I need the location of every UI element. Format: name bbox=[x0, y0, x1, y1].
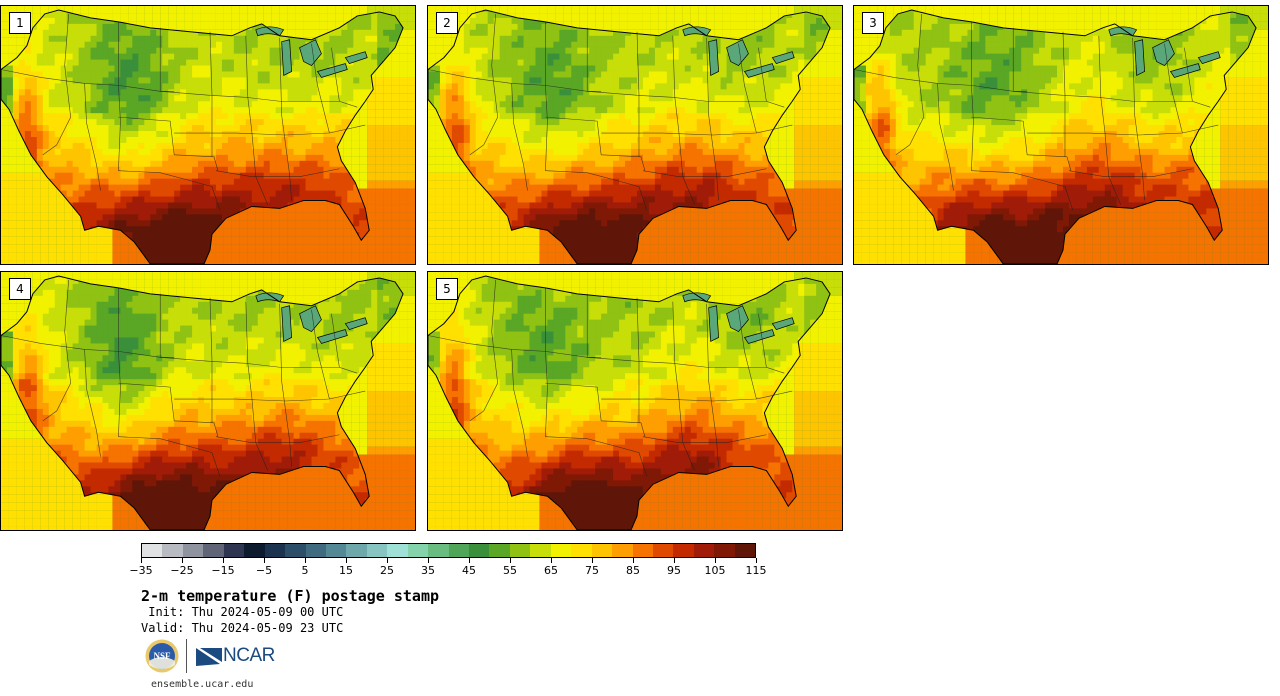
nsf-logo-text: NSF bbox=[153, 651, 171, 661]
colorbar-tick: 25 bbox=[380, 558, 394, 577]
colorbar-tick: 65 bbox=[544, 558, 558, 577]
colorbar-tick-label: 5 bbox=[302, 564, 309, 577]
temperature-field-map bbox=[854, 6, 1268, 264]
colorbar-tick-label: 75 bbox=[585, 564, 599, 577]
colorbar-tick-label: 35 bbox=[421, 564, 435, 577]
colorbar-tick: −25 bbox=[170, 558, 194, 577]
colorbar-segment bbox=[469, 544, 490, 557]
colorbar-tick: −15 bbox=[211, 558, 235, 577]
init-time: Init: Thu 2024-05-09 00 UTC bbox=[141, 605, 343, 619]
colorbar-segment bbox=[428, 544, 449, 557]
colorbar-tick: 45 bbox=[462, 558, 476, 577]
colorbar-tick: 35 bbox=[421, 558, 435, 577]
colorbar-tick: 95 bbox=[667, 558, 681, 577]
colorbar-segment bbox=[734, 544, 756, 557]
colorbar-tick-label: 45 bbox=[462, 564, 476, 577]
colorbar-tick-label: 85 bbox=[626, 564, 640, 577]
colorbar-segment bbox=[448, 544, 469, 557]
member-number-label: 1 bbox=[9, 12, 31, 34]
nsf-logo: NSF bbox=[145, 639, 179, 673]
temperature-field-map bbox=[1, 6, 415, 264]
colorbar-tick-label: 25 bbox=[380, 564, 394, 577]
colorbar-segment bbox=[632, 544, 653, 557]
member-number-label: 3 bbox=[862, 12, 884, 34]
colorbar-segment bbox=[264, 544, 286, 557]
ensemble-member-map: 1 bbox=[0, 5, 416, 265]
colorbar-segment bbox=[407, 544, 429, 557]
colorbar-tick-label: −5 bbox=[256, 564, 272, 577]
colorbar-segment bbox=[285, 544, 306, 557]
colorbar-segment bbox=[530, 544, 551, 557]
colorbar-segment bbox=[346, 544, 367, 557]
colorbar-ticks: −35 −25 −15 −5 5 15 25 35 45 55 65 75 85 95 105 115 bbox=[129, 558, 767, 580]
colorbar-tick: 55 bbox=[503, 558, 517, 577]
colorbar-segment bbox=[714, 544, 735, 557]
ncar-logo: NCAR bbox=[196, 645, 275, 667]
temperature-colorbar bbox=[141, 543, 756, 558]
colorbar-tick: 105 bbox=[705, 558, 726, 577]
temperature-field-map bbox=[428, 6, 842, 264]
colorbar-tick-label: −15 bbox=[211, 564, 234, 577]
colorbar-segment bbox=[509, 544, 531, 557]
colorbar-tick-label: 95 bbox=[667, 564, 681, 577]
ensemble-member-map: 5 bbox=[427, 271, 843, 531]
colorbar-segment bbox=[591, 544, 613, 557]
site-url: ensemble.ucar.edu bbox=[151, 679, 253, 690]
colorbar-tick: −35 bbox=[129, 558, 153, 577]
colorbar-segment bbox=[366, 544, 388, 557]
colorbar-segment bbox=[223, 544, 245, 557]
colorbar-segment bbox=[244, 544, 265, 557]
temperature-field-map bbox=[428, 272, 842, 530]
colorbar-segment bbox=[162, 544, 183, 557]
ncar-emblem-icon bbox=[196, 648, 222, 666]
colorbar-segment bbox=[612, 544, 633, 557]
colorbar-tick: −5 bbox=[256, 558, 272, 577]
colorbar-segment bbox=[142, 544, 163, 557]
colorbar-segment bbox=[673, 544, 694, 557]
colorbar-segment bbox=[489, 544, 510, 557]
member-number-label: 2 bbox=[436, 12, 458, 34]
logos: NSF NCAR bbox=[145, 638, 275, 674]
member-number-label: 4 bbox=[9, 278, 31, 300]
colorbar-tick-label: 115 bbox=[746, 564, 767, 577]
colorbar-segment bbox=[325, 544, 347, 557]
colorbar-tick-label: 105 bbox=[705, 564, 726, 577]
colorbar-segment bbox=[387, 544, 408, 557]
colorbar-segment bbox=[550, 544, 572, 557]
colorbar-segment bbox=[693, 544, 715, 557]
temperature-field-map bbox=[1, 272, 415, 530]
member-number-label: 5 bbox=[436, 278, 458, 300]
colorbar-segment bbox=[652, 544, 674, 557]
valid-time: Valid: Thu 2024-05-09 23 UTC bbox=[141, 621, 343, 635]
ncar-logo-text: NCAR bbox=[223, 645, 275, 667]
ensemble-member-map: 3 bbox=[853, 5, 1269, 265]
colorbar-tick: 115 bbox=[746, 558, 767, 577]
colorbar-tick: 15 bbox=[339, 558, 353, 577]
colorbar-tick-label: −25 bbox=[170, 564, 193, 577]
colorbar-segment bbox=[305, 544, 326, 557]
colorbar-tick-label: 55 bbox=[503, 564, 517, 577]
colorbar-segment bbox=[203, 544, 224, 557]
colorbar-tick-label: 65 bbox=[544, 564, 558, 577]
logo-divider bbox=[186, 639, 187, 673]
colorbar-segment bbox=[571, 544, 592, 557]
colorbar-tick-label: 15 bbox=[339, 564, 353, 577]
colorbar-tick-label: −35 bbox=[129, 564, 152, 577]
colorbar-tick: 85 bbox=[626, 558, 640, 577]
ensemble-member-map: 2 bbox=[427, 5, 843, 265]
colorbar-segment bbox=[182, 544, 204, 557]
chart-title: 2-m temperature (F) postage stamp bbox=[141, 587, 439, 605]
colorbar-tick: 75 bbox=[585, 558, 599, 577]
ensemble-member-map: 4 bbox=[0, 271, 416, 531]
colorbar-tick: 5 bbox=[302, 558, 309, 577]
